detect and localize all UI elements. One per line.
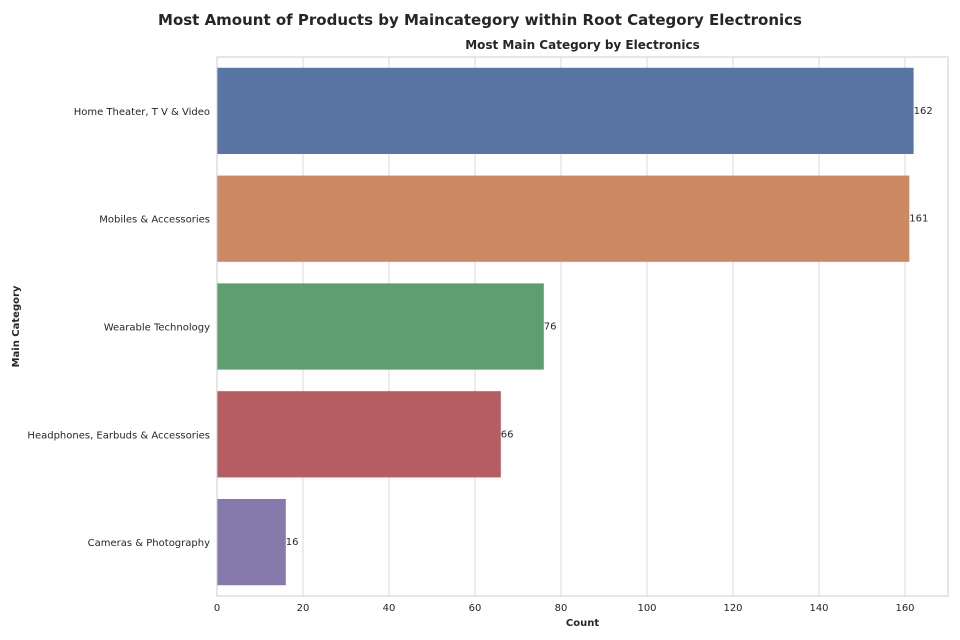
x-tick-label: 120 [723, 603, 742, 614]
y-tick-label: Headphones, Earbuds & Accessories [27, 430, 210, 441]
data-labels: 162 161 76 66 16 [286, 106, 933, 548]
bar [217, 283, 544, 370]
data-label: 161 [909, 214, 928, 225]
x-tick-label: 100 [637, 603, 656, 614]
x-tick-label: 20 [297, 603, 310, 614]
y-axis-label: Main Category [11, 285, 22, 367]
bar [217, 498, 286, 586]
plot-frame [216, 56, 949, 597]
x-tick-label: 40 [383, 603, 396, 614]
bar [217, 175, 910, 262]
bars [217, 67, 914, 586]
bar [217, 67, 914, 155]
y-tick-label: Home Theater, T V & Video [74, 107, 210, 118]
bar [217, 391, 501, 478]
x-tick-label: 60 [469, 603, 482, 614]
data-label: 76 [544, 322, 557, 333]
y-tick-label: Wearable Technology [104, 323, 210, 334]
x-axis-label: Count [566, 618, 599, 629]
x-tick-labels: 0 20 40 60 80 100 120 140 160 [214, 603, 915, 614]
data-label: 66 [501, 429, 514, 440]
chart-title: Most Main Category by Electronics [465, 38, 700, 52]
y-tick-labels: Home Theater, T V & Video Mobiles & Acces… [27, 107, 210, 549]
x-tick-label: 80 [555, 603, 568, 614]
data-label: 162 [914, 106, 933, 117]
x-tick-label: 160 [895, 603, 914, 614]
chart-suptitle: Most Amount of Products by Maincategory … [158, 11, 802, 29]
x-tick-label: 140 [809, 603, 828, 614]
x-tick-label: 0 [214, 603, 220, 614]
data-label: 16 [286, 537, 299, 548]
y-tick-label: Mobiles & Accessories [99, 215, 210, 226]
y-tick-label: Cameras & Photography [88, 538, 210, 549]
